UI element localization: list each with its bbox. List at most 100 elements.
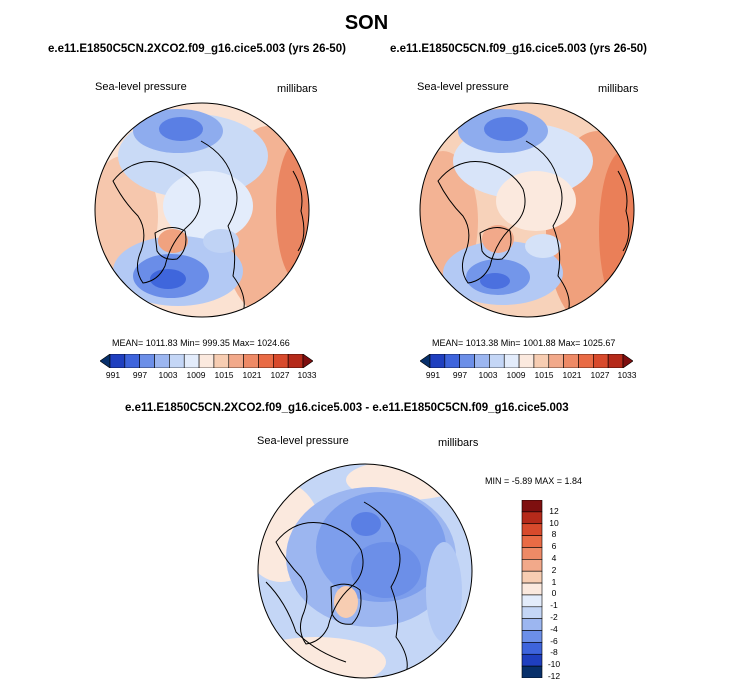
diff-tick: 1 xyxy=(551,577,557,587)
figure-title: SON xyxy=(344,12,389,34)
map-1-coastline-east xyxy=(292,170,305,252)
diff-coastline-west xyxy=(265,581,347,663)
map-1-icelandic-core xyxy=(150,269,186,289)
map-1-tick: 1015 xyxy=(214,370,234,380)
map-1-tick: 1033 xyxy=(297,370,317,380)
map-1-colorbar xyxy=(100,354,313,368)
colorbar-end xyxy=(622,354,633,368)
map-2-colorbar-ticks: 991 997 1003 1009 1015 1021 1027 1033 xyxy=(420,370,637,382)
map-1-siberia-low xyxy=(203,229,239,253)
diff-coastline-eurasia xyxy=(363,501,408,675)
colorbar-cell xyxy=(228,354,244,368)
colorbar-cell xyxy=(139,354,155,368)
map-1-coastline-eurasia xyxy=(200,140,245,314)
colorbar-cell xyxy=(109,354,126,368)
map-2-greenland-high xyxy=(482,225,514,253)
map-1-units-label: millibars xyxy=(277,83,318,95)
diff-tick: -4 xyxy=(550,624,558,634)
diff-tick: 6 xyxy=(551,541,557,551)
map-1-greenland-high xyxy=(158,229,188,253)
map-1-plot xyxy=(94,102,310,318)
diff-tick: 4 xyxy=(551,553,557,563)
diff-boundary xyxy=(257,463,473,679)
map-1-tick: 997 xyxy=(132,370,148,380)
diff-colorbar-ticks: 12 10 8 6 4 2 1 0 -1 -2 -4 -6 -8 -10 -12 xyxy=(548,500,578,681)
map-2-coastline-east xyxy=(617,170,630,252)
colorbar-end xyxy=(420,354,431,368)
colorbar-cell xyxy=(503,354,520,368)
colorbar-cell xyxy=(548,354,564,368)
diff-neg-center xyxy=(351,542,421,598)
colorbar-cell xyxy=(287,354,304,368)
map-2-siberia-low xyxy=(525,234,561,258)
map-2-coastline-greenland xyxy=(479,227,512,260)
map-2-arctic-high xyxy=(496,171,576,231)
map-2-boundary xyxy=(419,102,635,318)
map-2-coastline-america xyxy=(437,161,526,284)
map-1-tick: 1009 xyxy=(186,370,206,380)
diff-tick: 0 xyxy=(551,588,557,598)
map-2-icelandic-core xyxy=(480,273,510,289)
colorbar-cell xyxy=(273,354,289,368)
map-1-arctic-low xyxy=(163,171,253,241)
colorbar-cell xyxy=(198,354,215,368)
diff-tick: 2 xyxy=(551,565,557,575)
map-1-tick: 991 xyxy=(105,370,121,380)
map-2-title: e.e11.E1850C5CN.f09_g16.cice5.003 (yrs 2… xyxy=(390,43,648,55)
map-1-pacific-core xyxy=(276,141,309,281)
diff-greenland-positive xyxy=(334,586,358,618)
map-2-tick: 997 xyxy=(452,370,468,380)
diff-tick: 10 xyxy=(549,518,559,528)
diff-tick: -1 xyxy=(550,600,558,610)
colorbar-cell xyxy=(518,354,535,368)
colorbar-cell xyxy=(124,354,140,368)
colorbar-cell xyxy=(429,354,446,368)
diff-plot xyxy=(257,463,473,679)
diff-coastline-greenland xyxy=(330,583,362,625)
map-2-aleutian-core xyxy=(484,117,528,141)
map-2-colorbar xyxy=(420,354,633,368)
diff-units-label: millibars xyxy=(438,437,479,449)
colorbar-end xyxy=(302,354,313,368)
diff-coastline-america xyxy=(275,522,364,645)
diff-tick: -8 xyxy=(550,647,558,657)
map-1-coastline-greenland xyxy=(154,227,187,260)
colorbar-cell xyxy=(489,354,505,368)
map-1-tick: 1003 xyxy=(158,370,178,380)
map-2-tick: 1009 xyxy=(506,370,526,380)
diff-east-band xyxy=(426,542,462,642)
diff-tick: 12 xyxy=(549,506,559,516)
map-1-coastline-america xyxy=(112,161,201,284)
diff-colorbar xyxy=(521,500,543,678)
map-2-tick: 1033 xyxy=(617,370,637,380)
diff-tick: -12 xyxy=(547,671,561,681)
map-2-units-label: millibars xyxy=(598,83,639,95)
colorbar-cell xyxy=(183,354,200,368)
map-2-tick: 991 xyxy=(425,370,441,380)
map-2-tick: 1015 xyxy=(534,370,554,380)
diff-tick: -10 xyxy=(547,659,561,669)
diff-title: e.e11.E1850C5CN.2XCO2.f09_g16.cice5.003 … xyxy=(125,402,569,414)
diff-tick: 8 xyxy=(551,529,557,539)
map-2-plot xyxy=(419,102,635,318)
colorbar-cell xyxy=(563,354,579,368)
colorbar-cell xyxy=(578,354,594,368)
colorbar-cell xyxy=(444,354,460,368)
map-1-aleutian-core xyxy=(159,117,203,141)
colorbar-end xyxy=(100,354,111,368)
colorbar-cell xyxy=(607,354,624,368)
map-1-stats: MEAN= 1011.83 Min= 999.35 Max= 1024.66 xyxy=(112,338,290,348)
map-1-tick: 1027 xyxy=(270,370,290,380)
diff-tick: -2 xyxy=(550,612,558,622)
map-1-boundary xyxy=(94,102,310,318)
colorbar-cell xyxy=(243,354,259,368)
colorbar-cell xyxy=(459,354,475,368)
colorbar-cell xyxy=(213,354,230,368)
map-1-title: e.e11.E1850C5CN.2XCO2.f09_g16.cice5.003 … xyxy=(48,43,346,55)
map-1-colorbar-ticks: 991 997 1003 1009 1015 1021 1027 1033 xyxy=(100,370,317,382)
map-1-field-label: Sea-level pressure xyxy=(95,81,187,93)
diff-neg-core xyxy=(351,512,381,536)
map-2-tick: 1027 xyxy=(590,370,610,380)
map-1-tick: 1021 xyxy=(242,370,262,380)
colorbar-cell xyxy=(154,354,170,368)
